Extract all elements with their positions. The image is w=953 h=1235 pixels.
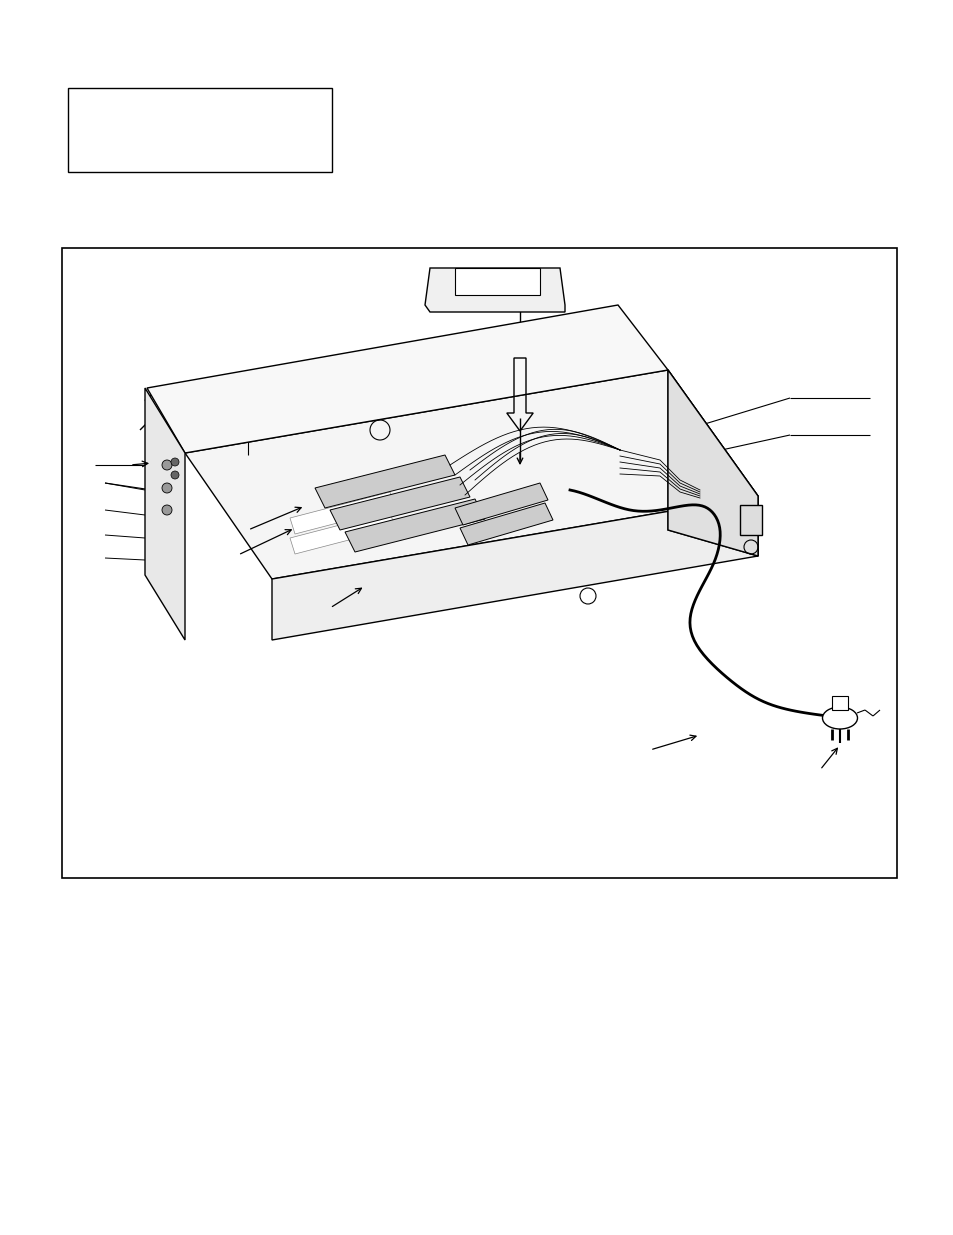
Polygon shape	[314, 454, 455, 508]
Bar	[62, 248, 896, 878]
Polygon shape	[667, 370, 758, 556]
Ellipse shape	[821, 706, 857, 729]
Polygon shape	[330, 477, 470, 530]
Polygon shape	[667, 370, 758, 556]
Polygon shape	[345, 499, 484, 552]
Bar	[831, 697, 847, 710]
Polygon shape	[290, 513, 395, 555]
Polygon shape	[459, 503, 553, 545]
Bar	[740, 505, 761, 535]
Circle shape	[171, 458, 179, 466]
Polygon shape	[147, 305, 667, 453]
Polygon shape	[145, 388, 185, 640]
Polygon shape	[185, 370, 758, 579]
Circle shape	[162, 483, 172, 493]
Circle shape	[162, 505, 172, 515]
Polygon shape	[272, 496, 758, 640]
Bar	[68, 88, 332, 172]
Polygon shape	[455, 268, 539, 295]
Circle shape	[162, 459, 172, 471]
Polygon shape	[424, 268, 564, 312]
Polygon shape	[290, 492, 395, 534]
Circle shape	[171, 471, 179, 479]
Polygon shape	[455, 483, 547, 525]
